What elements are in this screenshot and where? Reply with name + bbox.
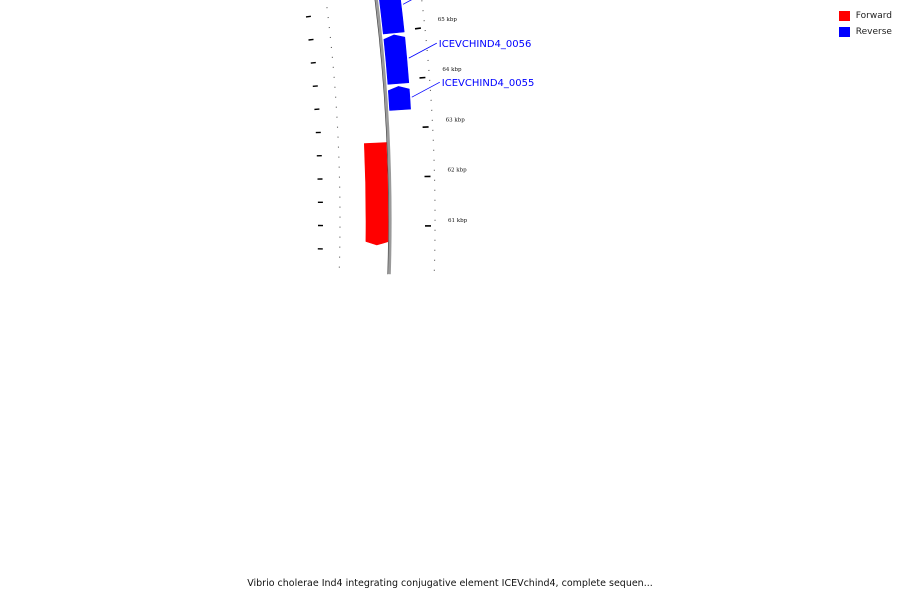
dotted-guide-circles	[325, 0, 436, 276]
legend-item-forward: Forward	[838, 8, 892, 23]
tick-label: 61 kbp	[448, 218, 468, 224]
backbone-circle	[374, 0, 392, 275]
gene-arrow-unlabeled[interactable]	[364, 142, 389, 246]
tick-label: 64 kbp	[442, 67, 462, 73]
tick-label: 63 kbp	[446, 117, 466, 123]
gene-leader-line	[411, 81, 440, 98]
tick-mark-65	[414, 27, 421, 30]
backbone-arc	[374, 0, 392, 275]
map-caption: Vibrio cholerae Ind4 integrating conjuga…	[247, 578, 653, 589]
inner-tick-mark	[308, 38, 314, 41]
legend-item-reverse: Reverse	[838, 24, 892, 39]
gene-leader-line	[408, 42, 437, 59]
inner-dotted-circle	[325, 0, 341, 273]
gene-leader-line	[402, 0, 412, 5]
legend-label-forward: Forward	[855, 10, 892, 21]
legend-swatch-forward	[838, 10, 850, 21]
gene-label-icevchind4_0055[interactable]: ICEVCHIND4_0055	[442, 78, 535, 89]
tick-label: 65 kbp	[438, 17, 458, 23]
gene-label-icevchind4_0056[interactable]: ICEVCHIND4_0056	[439, 39, 532, 50]
inner-tick-mark	[305, 15, 311, 18]
tick-label: 62 kbp	[448, 168, 468, 174]
inner-tick-mark	[310, 61, 316, 64]
gene-features	[364, 0, 411, 246]
gene-arrow-icevchind4_0056[interactable]	[383, 34, 410, 85]
backbone-inner-line	[374, 0, 389, 275]
gene-arrow-icevchind4_0055[interactable]	[388, 86, 411, 111]
legend: Forward Reverse	[838, 8, 892, 40]
gene-labels: ICEVCHIND4_0065ICEVCHIND4_0064ICEVCHIND4…	[402, 0, 535, 98]
gene-arrow-icevchind4_0057[interactable]	[377, 0, 405, 35]
legend-label-reverse: Reverse	[855, 26, 892, 37]
legend-swatch-reverse	[838, 26, 850, 37]
